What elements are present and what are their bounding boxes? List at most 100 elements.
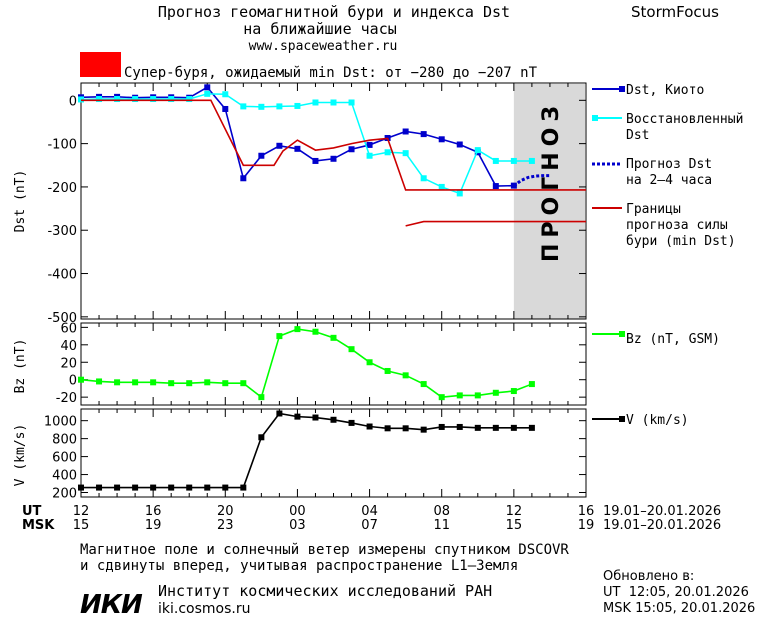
data-point [528, 424, 535, 431]
msk-tick-label: 23 [217, 518, 234, 533]
series-line-p0-s4 [405, 220, 586, 227]
y-tick-label: 800 [52, 433, 77, 448]
data-point [258, 394, 265, 401]
data-point [96, 484, 103, 491]
y-tick-label: 200 [52, 487, 77, 502]
data-point [348, 419, 355, 426]
data-point [294, 102, 301, 109]
data-point [492, 157, 499, 164]
y-tick-label: -100 [47, 138, 77, 153]
y-tick-label: 20 [60, 356, 77, 371]
data-point [402, 128, 409, 135]
data-point [240, 103, 247, 110]
data-point [402, 425, 409, 432]
data-point [348, 99, 355, 106]
footer-note-line2: и сдвинуты вперед, учитывая распростране… [80, 558, 518, 574]
data-point [438, 394, 445, 401]
data-point [456, 423, 463, 430]
data-point [114, 96, 121, 103]
series-line-p1-s0 [80, 328, 533, 399]
data-point [150, 379, 157, 386]
data-point [132, 484, 139, 491]
legend-dst-kyoto: Dst, Киото [626, 83, 704, 98]
series-line-p0-s0 [80, 86, 514, 187]
series-line-p2-s0 [81, 412, 532, 489]
y-tick-label: 400 [52, 469, 77, 484]
msk-tick-label: 07 [361, 518, 378, 533]
forecast-band-label: ПРОГНОЗ [539, 100, 564, 262]
ut-row-label: UT [22, 504, 42, 519]
data-point [204, 90, 211, 97]
data-point [240, 175, 247, 182]
legend-restored-marker [592, 115, 598, 121]
data-point [294, 413, 301, 420]
data-point [78, 96, 84, 103]
data-point [258, 103, 265, 110]
data-point [330, 155, 337, 162]
msk-tick-label: 11 [433, 518, 450, 533]
data-point [312, 414, 319, 421]
data-series [78, 84, 586, 491]
storm-forecast-label: Супер-буря, ожидаемый min Dst: от −280 д… [124, 65, 538, 81]
y-tick-label: -300 [47, 224, 77, 239]
data-point [276, 142, 283, 149]
data-point [384, 367, 391, 374]
ut-tick-label: 08 [433, 504, 450, 519]
data-point [348, 146, 355, 153]
time-tick-labels: 12 16 20 00 04 08 12 16 15 19 23 03 07 11 15 19 [73, 504, 595, 533]
series-line-p0-s2 [512, 174, 550, 188]
series-line-p0-s1 [80, 93, 532, 195]
legend-dst-marker [619, 86, 625, 92]
y-tick-label: 0 [69, 374, 77, 389]
data-point [78, 376, 84, 383]
data-point [96, 96, 103, 103]
y-tick-label: 60 [60, 321, 77, 336]
msk-tick-label: 15 [506, 518, 523, 533]
y-tick-label: 1000 [44, 415, 77, 430]
data-point [168, 484, 175, 491]
legend-bz: Bz (nT, GSM) [626, 332, 720, 347]
y-tick-label: -200 [47, 181, 77, 196]
data-point [402, 150, 409, 157]
ut-tick-label: 12 [506, 504, 523, 519]
chart-title-line1: Прогноз геомагнитной бури и индекса Dst [158, 3, 510, 21]
data-point [330, 99, 337, 106]
forecast-band: ПРОГНОЗ [513, 84, 585, 319]
data-point [456, 392, 463, 399]
y-tick-label: 40 [60, 339, 77, 354]
updated-ut: UT 12:05, 20.01.2026 [603, 585, 749, 600]
data-point [456, 190, 463, 197]
data-point [204, 484, 211, 491]
legend-forecast-2: на 2–4 часа [626, 173, 712, 188]
data-point [384, 425, 391, 432]
data-point [168, 96, 175, 103]
dst-panel-frame [80, 82, 587, 320]
y-tick-label: -500 [47, 311, 77, 326]
data-point [528, 381, 535, 388]
site-url[interactable]: www.spaceweather.ru [249, 39, 398, 54]
legend-restored-1: Восстановленный [626, 112, 743, 127]
ut-tick-label: 04 [361, 504, 378, 519]
ut-tick-label: 12 [73, 504, 90, 519]
data-point [150, 484, 157, 491]
data-point [366, 152, 373, 159]
data-point [420, 175, 427, 182]
data-point [420, 426, 427, 433]
data-point [294, 145, 301, 152]
msk-tick-label: 19 [145, 518, 162, 533]
series-line-p0-s3 [81, 99, 586, 191]
data-point [78, 484, 84, 491]
ut-tick-label: 16 [578, 504, 595, 519]
institute-url[interactable]: iki.cosmos.ru [158, 601, 250, 617]
data-point [456, 141, 463, 148]
ut-tick-label: 00 [289, 504, 306, 519]
data-point [150, 96, 157, 103]
data-point [294, 326, 301, 333]
data-point [366, 423, 373, 430]
data-point [312, 157, 319, 164]
legend-bz-marker [619, 331, 625, 337]
data-point [330, 416, 337, 423]
data-point [96, 378, 103, 385]
msk-row-label: MSK [22, 518, 55, 533]
